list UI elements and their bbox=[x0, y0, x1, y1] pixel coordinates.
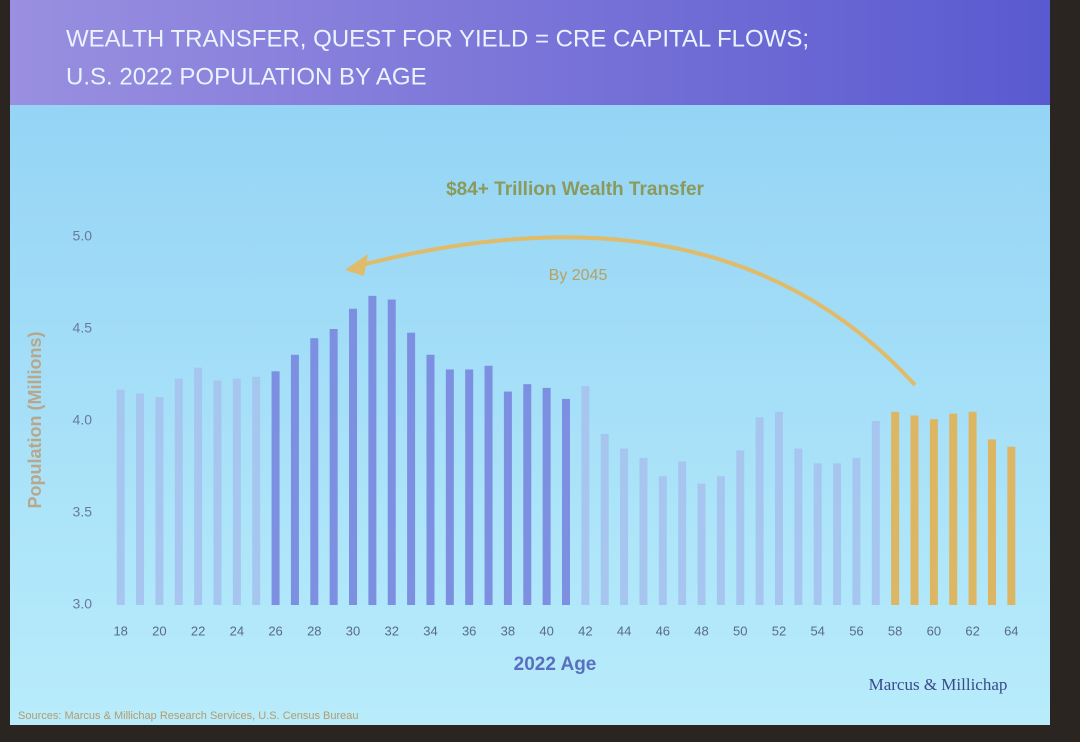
x-axis-label: 2022 Age bbox=[514, 654, 597, 675]
x-tick-label: 48 bbox=[694, 623, 708, 638]
bar bbox=[310, 338, 319, 605]
bar bbox=[929, 419, 938, 605]
bar bbox=[581, 386, 590, 605]
y-axis-label: Population (Millions) bbox=[25, 332, 45, 509]
bar bbox=[987, 439, 996, 605]
bar bbox=[349, 308, 358, 605]
x-tick-label: 56 bbox=[849, 623, 863, 638]
bar bbox=[290, 354, 299, 605]
x-tick-label: 34 bbox=[423, 623, 437, 638]
bar bbox=[232, 378, 241, 605]
bar bbox=[813, 463, 822, 605]
bar bbox=[484, 365, 493, 605]
bar bbox=[407, 332, 416, 605]
bar bbox=[542, 387, 551, 605]
x-tick-label: 54 bbox=[810, 623, 824, 638]
bar bbox=[968, 411, 977, 605]
header-band bbox=[10, 0, 1050, 105]
bar bbox=[755, 417, 764, 605]
arrow-label: By 2045 bbox=[549, 267, 608, 284]
bar bbox=[833, 463, 842, 605]
x-tick-label: 62 bbox=[965, 623, 979, 638]
bar bbox=[658, 476, 667, 605]
x-tick-label: 52 bbox=[772, 623, 786, 638]
x-tick-label: 58 bbox=[888, 623, 902, 638]
source: Sources: Marcus & Millichap Research Ser… bbox=[18, 710, 359, 722]
x-tick-label: 60 bbox=[927, 623, 941, 638]
x-tick-label: 24 bbox=[230, 623, 244, 638]
y-tick-label: 4.5 bbox=[73, 320, 93, 336]
bar bbox=[252, 376, 261, 605]
bar bbox=[271, 371, 280, 605]
x-tick-label: 28 bbox=[307, 623, 321, 638]
bar bbox=[213, 380, 222, 605]
arrow-head bbox=[345, 254, 368, 276]
bar bbox=[891, 411, 900, 605]
subtitle: U.S. 2022 POPULATION BY AGE bbox=[66, 63, 427, 90]
bar bbox=[774, 411, 783, 605]
bar bbox=[329, 329, 338, 605]
x-tick-label: 40 bbox=[539, 623, 553, 638]
bar bbox=[620, 448, 629, 605]
logo: Marcus & Millichap bbox=[869, 675, 1008, 694]
bar bbox=[852, 457, 861, 605]
x-tick-label: 32 bbox=[385, 623, 399, 638]
x-tick-label: 64 bbox=[1004, 623, 1018, 638]
x-tick-label: 18 bbox=[113, 623, 127, 638]
bar bbox=[736, 450, 745, 605]
bar bbox=[794, 448, 803, 605]
x-tick-label: 30 bbox=[346, 623, 360, 638]
bar bbox=[445, 369, 454, 605]
bar bbox=[871, 421, 880, 605]
bar bbox=[949, 413, 958, 605]
y-tick-label: 5.0 bbox=[73, 228, 93, 244]
x-tick-label: 22 bbox=[191, 623, 205, 638]
bar bbox=[155, 397, 164, 605]
bar bbox=[426, 354, 435, 605]
bar bbox=[465, 369, 474, 605]
bar bbox=[697, 483, 706, 605]
bar bbox=[639, 457, 648, 605]
bar bbox=[194, 367, 203, 605]
bar bbox=[716, 476, 725, 605]
bar bbox=[387, 299, 396, 605]
x-tick-label: 38 bbox=[501, 623, 515, 638]
transfer-arrow bbox=[349, 235, 917, 387]
bar bbox=[116, 389, 125, 605]
annotation: $84+ Trillion Wealth Transfer bbox=[446, 179, 704, 200]
x-tick-label: 36 bbox=[462, 623, 476, 638]
bar bbox=[523, 384, 532, 605]
bar bbox=[678, 461, 687, 605]
x-tick-label: 42 bbox=[578, 623, 592, 638]
bar bbox=[174, 378, 183, 605]
y-tick-label: 4.0 bbox=[73, 412, 93, 428]
bar bbox=[910, 415, 919, 605]
y-tick-label: 3.5 bbox=[73, 504, 93, 520]
x-tick-label: 20 bbox=[152, 623, 166, 638]
x-tick-label: 26 bbox=[268, 623, 282, 638]
bar bbox=[562, 398, 570, 605]
y-tick-label: 3.0 bbox=[73, 596, 93, 612]
bar bbox=[368, 295, 377, 605]
x-tick-label: 50 bbox=[733, 623, 747, 638]
title: WEALTH TRANSFER, QUEST FOR YIELD = CRE C… bbox=[66, 25, 809, 52]
x-tick-label: 46 bbox=[656, 623, 670, 638]
x-tick-label: 44 bbox=[617, 623, 631, 638]
bar bbox=[503, 391, 512, 605]
bar bbox=[136, 393, 145, 605]
bar bbox=[600, 433, 609, 605]
bar bbox=[1007, 446, 1016, 605]
